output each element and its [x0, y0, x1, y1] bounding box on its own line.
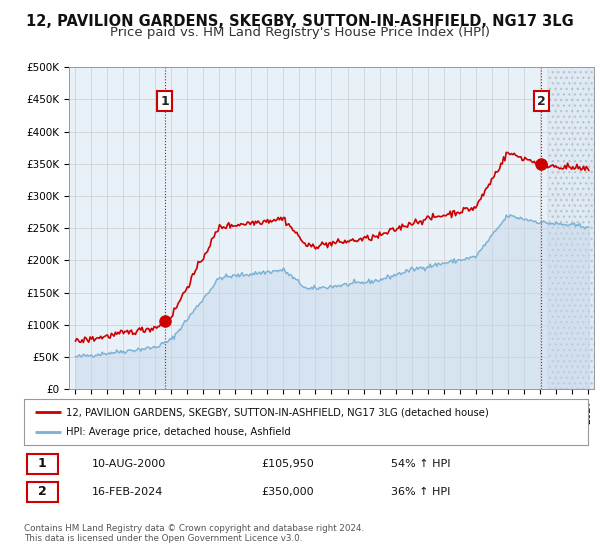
- Bar: [548, 67, 596, 389]
- Text: £350,000: £350,000: [261, 487, 314, 497]
- Text: 1: 1: [160, 95, 169, 108]
- Text: Price paid vs. HM Land Registry's House Price Index (HPI): Price paid vs. HM Land Registry's House …: [110, 26, 490, 39]
- Text: 54% ↑ HPI: 54% ↑ HPI: [391, 459, 450, 469]
- Text: 36% ↑ HPI: 36% ↑ HPI: [391, 487, 450, 497]
- Text: 2: 2: [38, 486, 46, 498]
- Text: 16-FEB-2024: 16-FEB-2024: [92, 487, 163, 497]
- Text: Contains HM Land Registry data © Crown copyright and database right 2024.
This d: Contains HM Land Registry data © Crown c…: [24, 524, 364, 543]
- Text: 12, PAVILION GARDENS, SKEGBY, SUTTON-IN-ASHFIELD, NG17 3LG: 12, PAVILION GARDENS, SKEGBY, SUTTON-IN-…: [26, 14, 574, 29]
- Text: £105,950: £105,950: [261, 459, 314, 469]
- Bar: [27, 482, 58, 502]
- Text: 10-AUG-2000: 10-AUG-2000: [92, 459, 166, 469]
- Text: HPI: Average price, detached house, Ashfield: HPI: Average price, detached house, Ashf…: [66, 427, 291, 437]
- Text: 2: 2: [537, 95, 546, 108]
- Bar: [27, 454, 58, 474]
- Text: 12, PAVILION GARDENS, SKEGBY, SUTTON-IN-ASHFIELD, NG17 3LG (detached house): 12, PAVILION GARDENS, SKEGBY, SUTTON-IN-…: [66, 407, 489, 417]
- Text: 1: 1: [38, 458, 46, 470]
